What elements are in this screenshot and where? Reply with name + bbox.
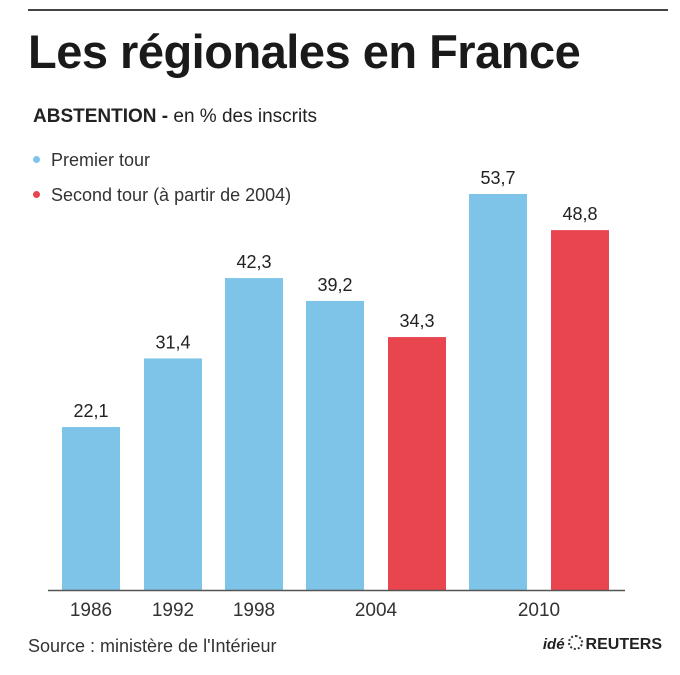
credit-ide: idé <box>542 636 565 653</box>
subtitle-rest: en % des inscrits <box>168 106 318 127</box>
agency-credit: idé REUTERS <box>542 635 662 654</box>
credit-brand: REUTERS <box>585 636 662 653</box>
x-tick-label-1998: 1998 <box>233 600 275 621</box>
data-label-2004-second-round: 34,3 <box>399 311 434 331</box>
data-label-1992-first-round: 31,4 <box>155 332 190 352</box>
data-label-1986-first-round: 22,1 <box>73 401 108 421</box>
x-tick-label-1992: 1992 <box>152 600 194 621</box>
source-note: Source : ministère de l'Intérieur <box>28 636 277 656</box>
bar-2004-second-round <box>388 337 446 590</box>
x-tick-label-2004: 2004 <box>355 600 398 621</box>
data-label-2010-second-round: 48,8 <box>562 204 597 224</box>
legend-label-second-round: Second tour (à partir de 2004) <box>51 185 292 205</box>
subtitle-strong: ABSTENTION - <box>33 106 169 127</box>
bar-2010-first-round <box>469 194 527 590</box>
x-tick-label-1986: 1986 <box>70 600 112 621</box>
x-tick-label-2010: 2010 <box>518 600 560 621</box>
legend-label-first-round: Premier tour <box>51 150 151 170</box>
data-label-1998-first-round: 42,3 <box>236 252 271 272</box>
bar-1992-first-round <box>144 358 202 590</box>
bar-2004-first-round <box>306 300 364 590</box>
bar-1998-first-round <box>225 278 283 590</box>
legend-dot-first-round <box>33 155 40 163</box>
bar-2010-second-round <box>551 230 609 590</box>
bar-1986-first-round <box>62 427 120 590</box>
chart-subtitle: ABSTENTION - en % des inscrits <box>33 106 317 128</box>
reuters-logo-icon <box>567 635 583 651</box>
legend-item-second-round: Second tour (à partir de 2004) <box>33 185 291 206</box>
legend-item-first-round: Premier tour <box>33 150 150 171</box>
data-label-2004-first-round: 39,2 <box>317 275 352 295</box>
top-rule <box>28 9 668 11</box>
data-label-2010-first-round: 53,7 <box>480 168 515 188</box>
legend-dot-second-round <box>33 190 40 198</box>
chart-title: Les régionales en France <box>28 25 581 78</box>
